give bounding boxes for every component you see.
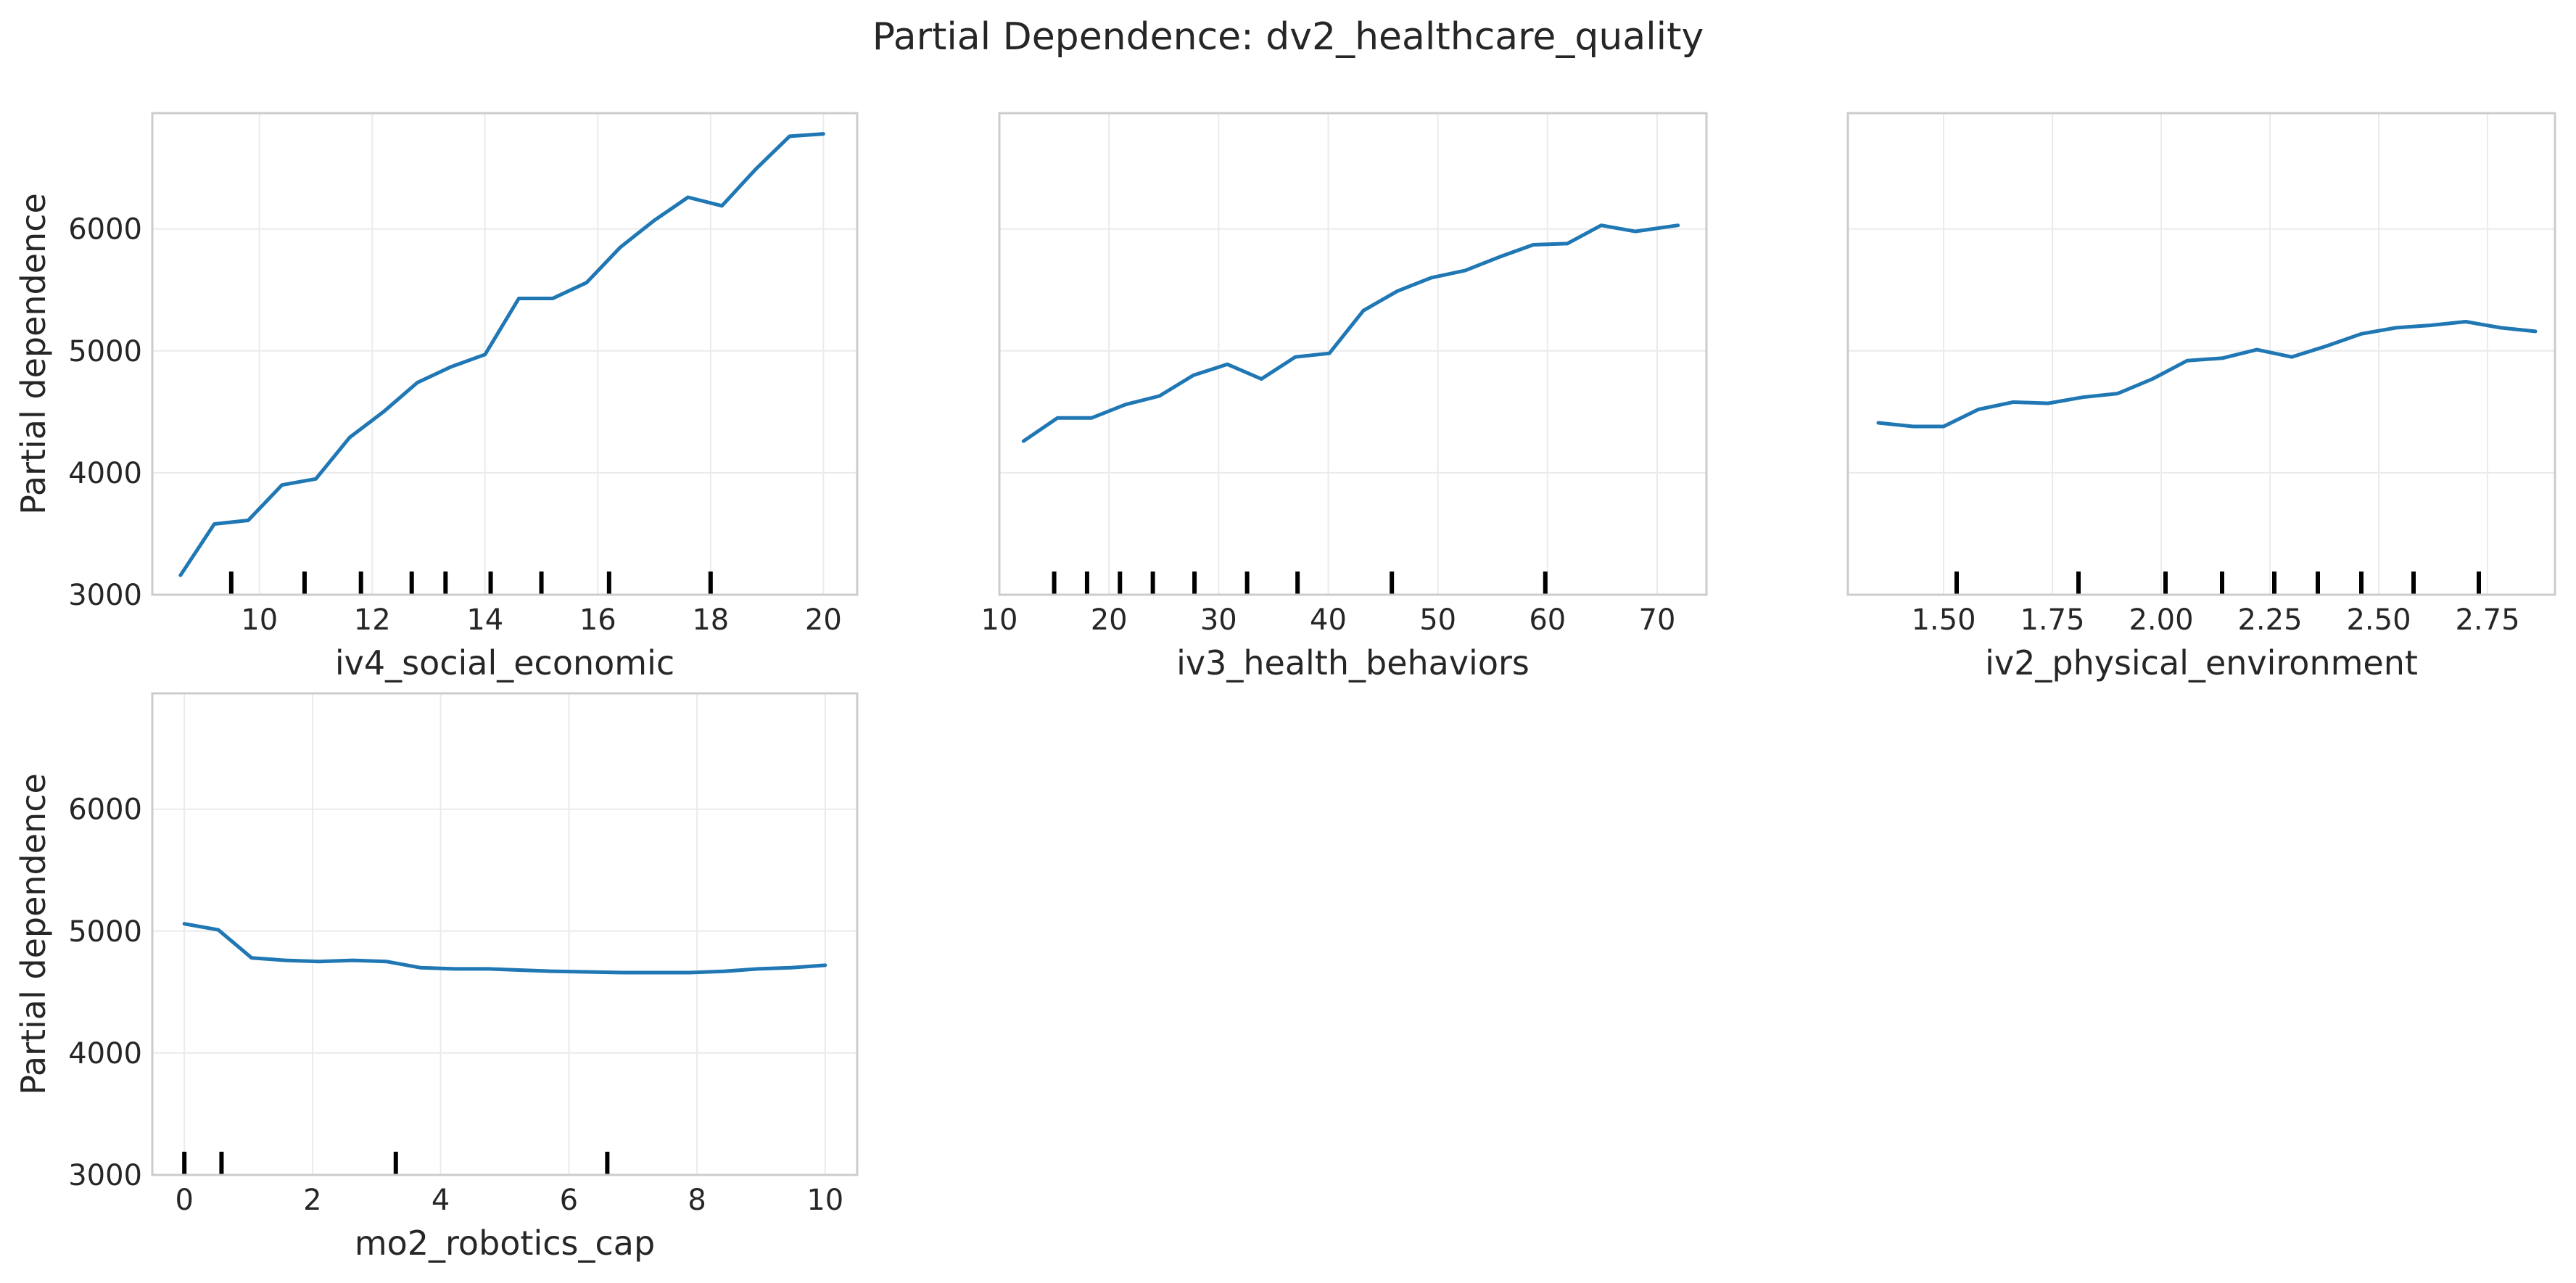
partial-dependence-line bbox=[1021, 223, 1680, 443]
x-tick-label: 50 bbox=[1419, 603, 1456, 637]
partial-dependence-line bbox=[1876, 320, 2538, 429]
axes-frame bbox=[998, 112, 1708, 596]
subplot-mo2-robotics-cap: 0 2 4 6 8 10 3000 4000 5000 6000 mo2_robotics_cap P… bbox=[14, 692, 859, 1263]
x-tick-label: 60 bbox=[1529, 603, 1566, 637]
x-tick-label: 20 bbox=[1091, 603, 1128, 637]
axes-frame bbox=[1846, 112, 2556, 596]
subplot-iv3-health-behaviors: 10 20 30 40 50 60 70 iv3_health_behaviors bbox=[981, 112, 1708, 682]
x-tick-label: 2.75 bbox=[2455, 603, 2519, 637]
x-tick-label: 8 bbox=[688, 1184, 706, 1217]
axes-frame bbox=[151, 692, 859, 1176]
x-tick-label: 18 bbox=[692, 603, 729, 637]
x-axis-label: iv4_social_economic bbox=[335, 643, 674, 682]
x-axis-label: iv2_physical_environment bbox=[1985, 643, 2418, 682]
x-tick-label: 14 bbox=[466, 603, 503, 637]
x-tick-label: 70 bbox=[1639, 603, 1676, 637]
x-tick-label: 10 bbox=[981, 603, 1018, 637]
x-tick-label: 2.25 bbox=[2237, 603, 2302, 637]
x-tick-label: 4 bbox=[432, 1184, 450, 1217]
y-tick-label: 4000 bbox=[68, 457, 142, 490]
figure-title: Partial Dependence: dv2_healthcare_quali… bbox=[872, 15, 1704, 59]
x-tick-label: 20 bbox=[805, 603, 842, 637]
x-axis-label: iv3_health_behaviors bbox=[1176, 643, 1530, 682]
y-tick-label: 5000 bbox=[68, 335, 142, 368]
y-tick-label: 3000 bbox=[68, 1159, 142, 1192]
y-tick-label: 3000 bbox=[68, 579, 142, 612]
subplot-iv2-physical-environment: 1.50 1.75 2.00 2.25 2.50 2.75 iv2_physical_env… bbox=[1846, 112, 2556, 682]
x-tick-label: 1.75 bbox=[2020, 603, 2084, 637]
x-tick-label: 6 bbox=[560, 1184, 578, 1217]
x-tick-label: 16 bbox=[579, 603, 616, 637]
y-axis-label: Partial dependence bbox=[14, 773, 53, 1095]
x-tick-label: 40 bbox=[1310, 603, 1347, 637]
x-axis-label: mo2_robotics_cap bbox=[355, 1224, 655, 1263]
partial-dependence-line bbox=[182, 922, 827, 975]
x-tick-label: 12 bbox=[354, 603, 391, 637]
y-axis-label: Partial dependence bbox=[14, 193, 53, 515]
x-tick-label: 0 bbox=[175, 1184, 193, 1217]
y-tick-label: 4000 bbox=[68, 1037, 142, 1070]
x-tick-label: 2 bbox=[303, 1184, 321, 1217]
x-tick-label: 10 bbox=[806, 1184, 843, 1217]
axes-frame bbox=[151, 112, 859, 596]
subplot-iv4-social-economic: 10 12 14 16 18 20 3000 4000 5000 6000 iv4_social_e… bbox=[14, 112, 859, 682]
x-tick-label: 10 bbox=[241, 603, 278, 637]
x-tick-label: 1.50 bbox=[1911, 603, 1976, 637]
x-tick-label: 2.00 bbox=[2129, 603, 2193, 637]
y-tick-label: 6000 bbox=[68, 793, 142, 827]
x-tick-label: 2.50 bbox=[2346, 603, 2411, 637]
x-tick-label: 30 bbox=[1200, 603, 1237, 637]
y-tick-label: 6000 bbox=[68, 213, 142, 247]
y-tick-label: 5000 bbox=[68, 915, 142, 949]
partial-dependence-line bbox=[178, 132, 825, 577]
